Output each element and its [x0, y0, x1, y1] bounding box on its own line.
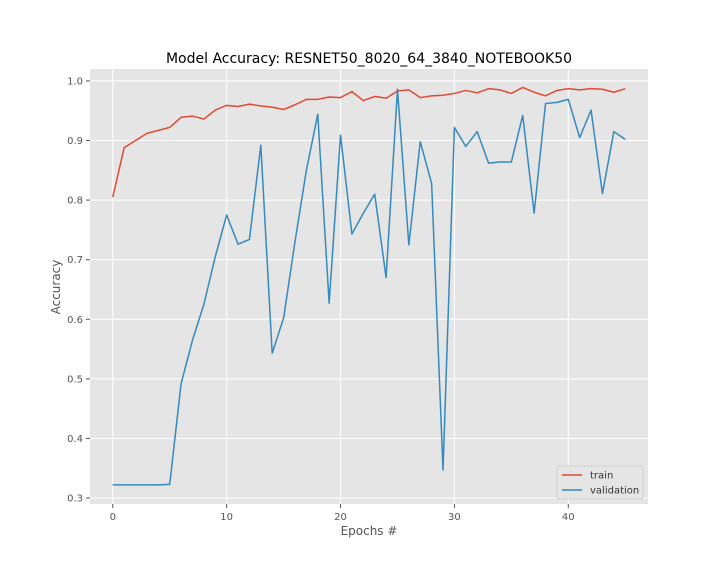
y-axis: 0.3 0.4 0.5 0.6 0.7 0.8 0.9 1.0	[67, 76, 90, 505]
x-tick-label: 10	[220, 512, 233, 523]
series-line-train	[112, 86, 626, 198]
legend-label-validation: validation	[590, 486, 639, 497]
y-tick-label: 0.5	[67, 374, 83, 385]
series-line-validation	[112, 88, 626, 486]
y-axis-label: Accuracy	[49, 260, 63, 315]
y-tick-label: 0.4	[67, 434, 83, 445]
x-axis-label: Epochs #	[341, 524, 398, 538]
y-tick-label: 0.6	[67, 315, 83, 326]
y-tick-label: 0.3	[67, 494, 83, 505]
y-tick-label: 0.8	[67, 196, 83, 207]
y-tick-label: 1.0	[67, 76, 83, 87]
x-tick-label: 0	[110, 512, 116, 523]
x-tick-label: 20	[334, 512, 347, 523]
y-tick-label: 0.9	[67, 136, 83, 147]
x-tick-label: 30	[448, 512, 461, 523]
x-tick-label: 40	[562, 512, 575, 523]
y-tick-label: 0.7	[67, 255, 83, 266]
legend-label-train: train	[590, 471, 613, 482]
series-lines	[112, 86, 626, 486]
plot-area	[90, 69, 648, 504]
legend: train validation	[556, 465, 644, 500]
chart-title: Model Accuracy: RESNET50_8020_64_3840_NO…	[166, 51, 572, 67]
x-axis: 0 10 20 30 40	[110, 504, 575, 523]
